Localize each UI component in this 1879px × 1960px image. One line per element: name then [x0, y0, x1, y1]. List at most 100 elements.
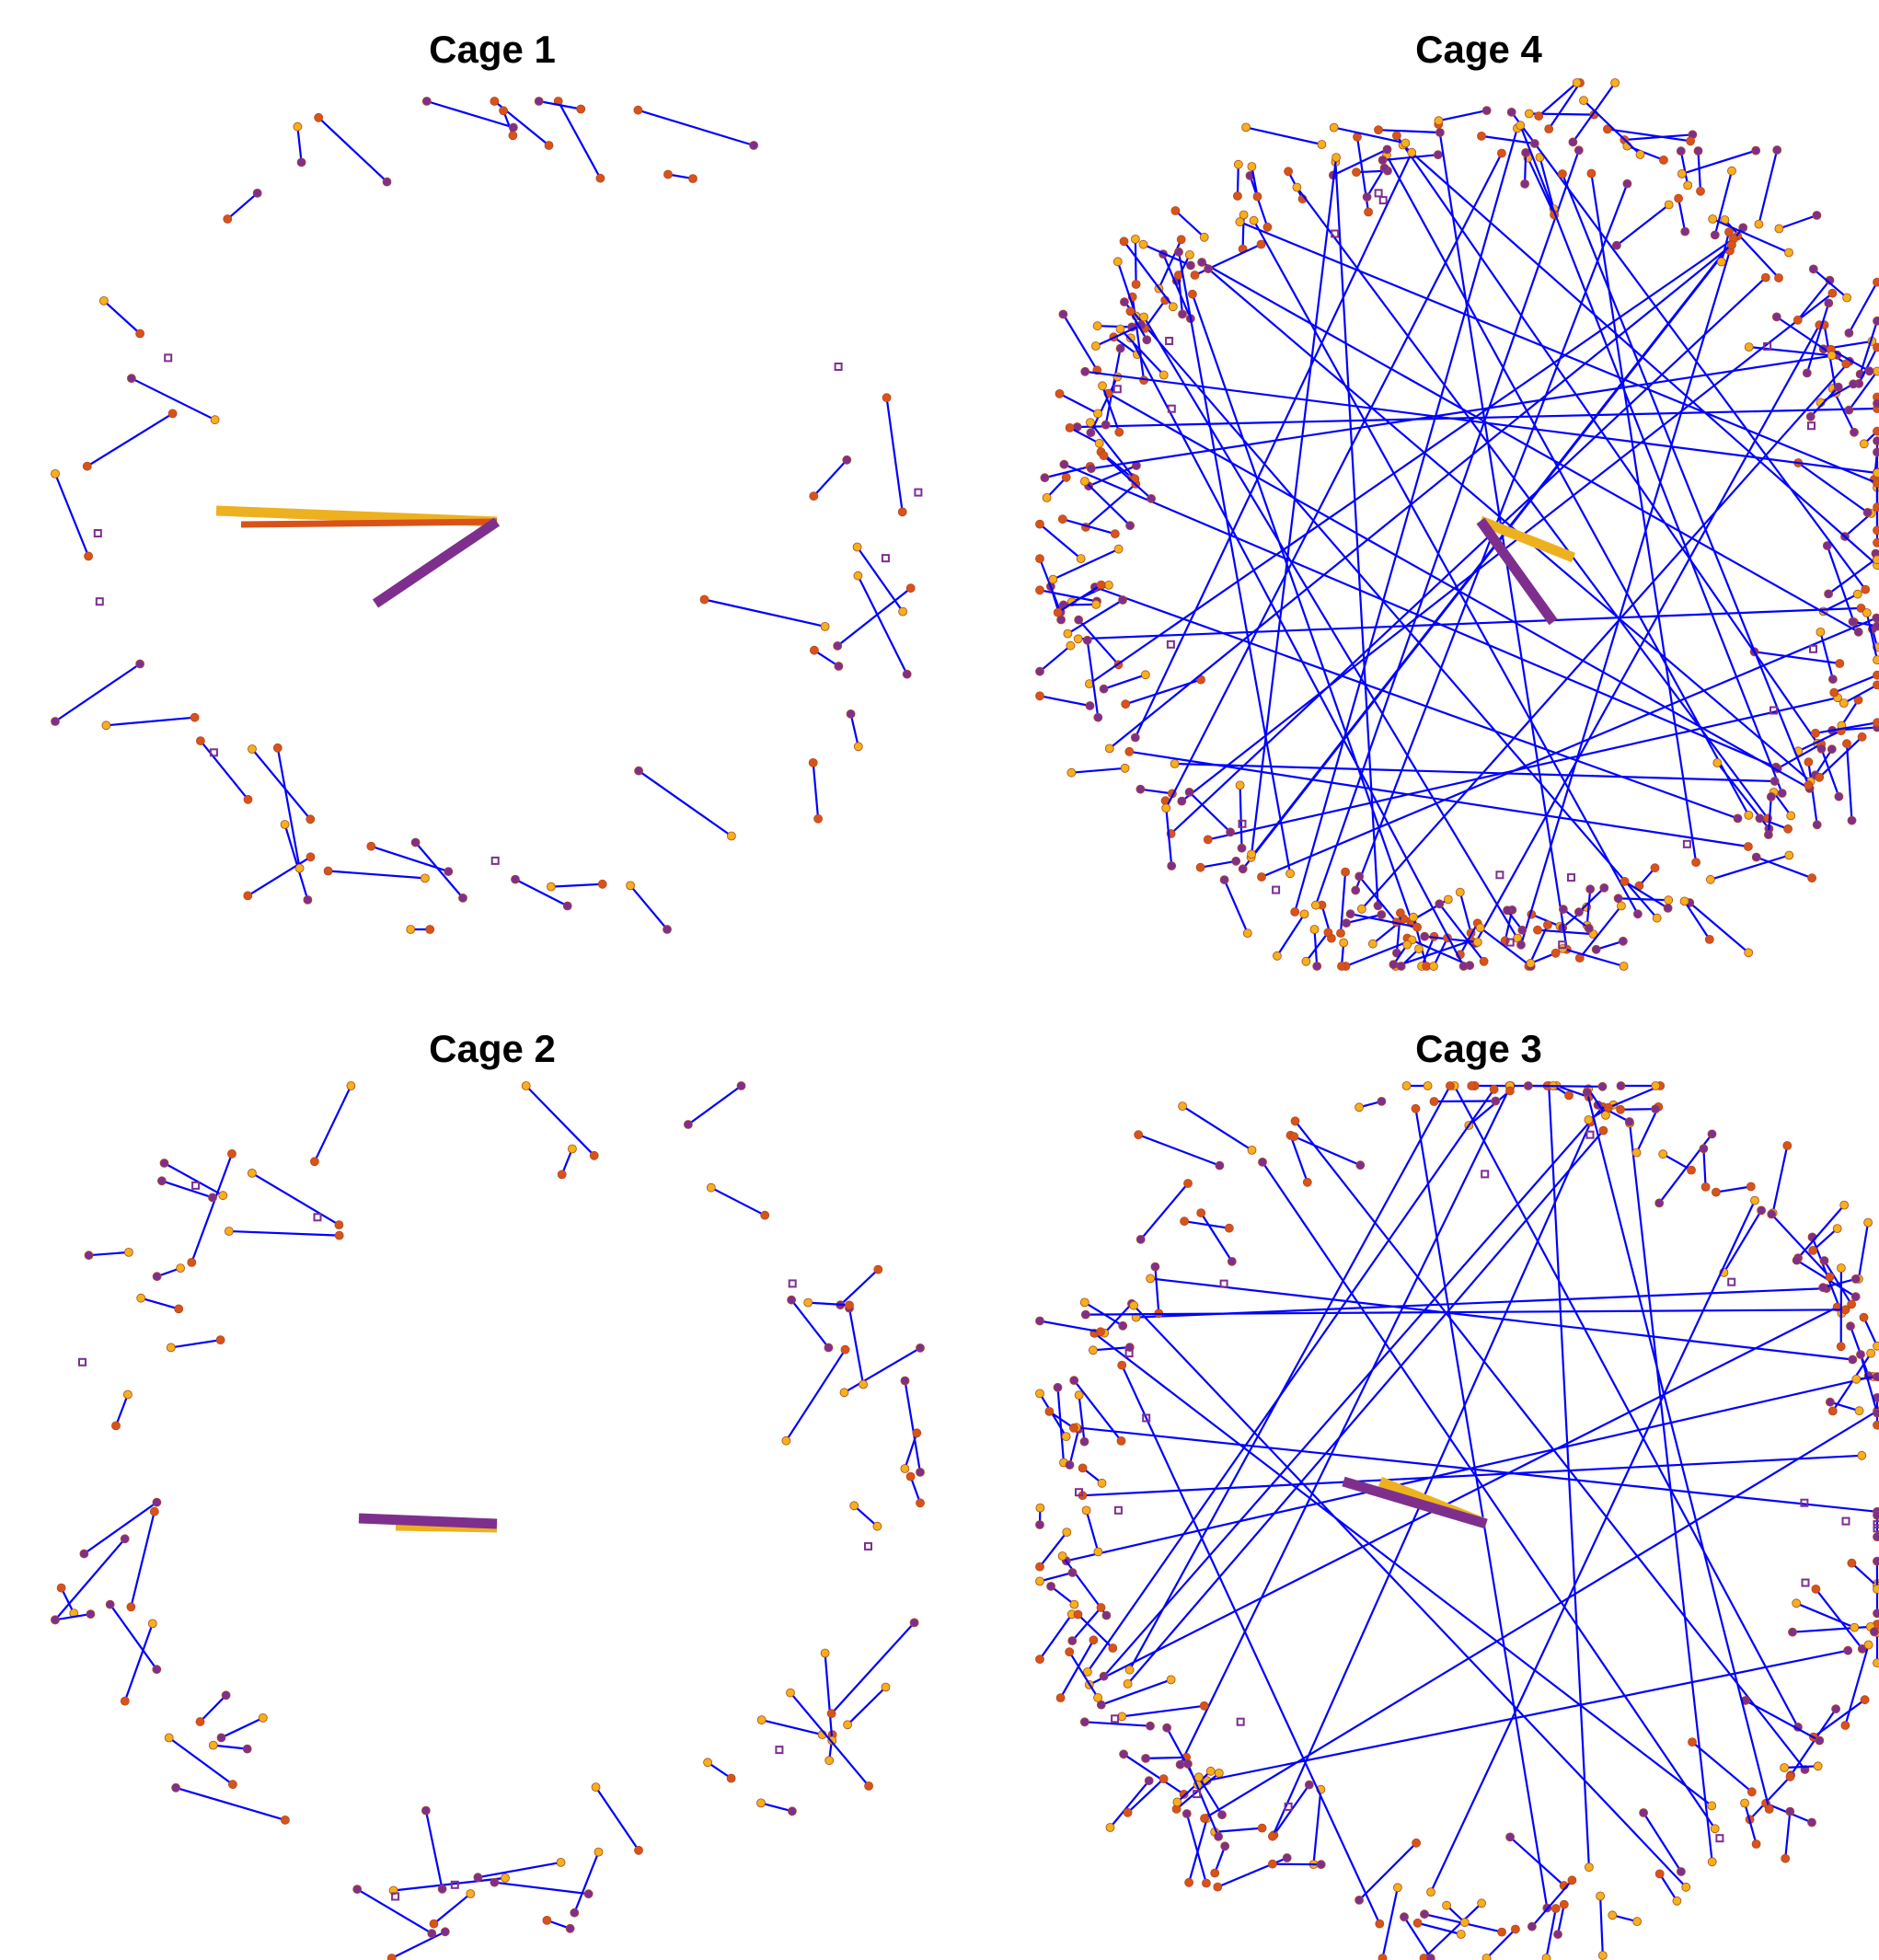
track-segment	[843, 1346, 921, 1394]
track-marker	[1804, 780, 1814, 790]
track-marker	[1873, 718, 1879, 728]
track-marker	[1282, 1853, 1292, 1862]
track-segment	[1143, 243, 1192, 267]
isolated-marker	[164, 353, 173, 363]
track-marker	[1311, 900, 1320, 910]
isolated-marker	[1167, 404, 1176, 413]
track-segment	[1181, 292, 1834, 802]
track-marker	[111, 1421, 121, 1431]
track-marker	[1309, 925, 1320, 934]
track-marker	[1873, 478, 1879, 488]
track-marker	[1706, 874, 1715, 884]
track-marker	[1481, 1954, 1492, 1960]
isolated-marker	[1873, 1524, 1879, 1533]
track-segment	[1089, 1306, 1839, 1686]
track-marker	[466, 1889, 476, 1898]
track-segment	[1102, 1106, 1604, 1678]
track-marker	[1069, 1599, 1079, 1609]
track-marker	[1134, 1130, 1144, 1140]
track-segment	[130, 1511, 156, 1608]
track-marker	[1125, 521, 1135, 531]
track-segment	[1624, 880, 1669, 909]
track-marker	[1873, 555, 1879, 565]
track-segment	[494, 1881, 589, 1896]
track-segment	[1620, 1108, 1656, 1111]
track-segment	[1039, 589, 1098, 603]
isolated-marker	[1801, 1578, 1810, 1587]
track-marker	[1517, 925, 1527, 935]
track-marker	[1183, 1179, 1193, 1188]
track-segment	[1485, 1928, 1516, 1959]
track-segment	[1066, 599, 1124, 635]
track-marker	[1086, 428, 1096, 438]
track-segment	[1583, 99, 1642, 156]
track-segment	[1813, 268, 1848, 299]
track-marker	[663, 925, 672, 934]
track-marker	[1241, 122, 1251, 133]
track-segment	[1314, 149, 1580, 906]
track-marker	[1852, 589, 1862, 599]
track-marker	[1174, 247, 1183, 257]
track-segment	[904, 1380, 922, 1473]
track-marker	[1147, 494, 1156, 503]
track-marker	[1774, 224, 1784, 234]
track-marker	[1863, 1640, 1873, 1650]
track-marker	[1710, 1824, 1720, 1834]
track-marker	[1572, 78, 1582, 87]
track-segment	[391, 1931, 446, 1959]
track-marker	[1213, 1882, 1223, 1892]
track-segment	[1815, 1588, 1863, 1650]
track-marker	[1046, 1582, 1055, 1591]
track-marker	[1873, 680, 1879, 690]
track-segment	[1361, 360, 1850, 910]
track-marker	[1755, 813, 1765, 824]
track-marker	[1533, 925, 1542, 935]
track-marker	[1822, 541, 1832, 550]
track-marker	[897, 507, 907, 517]
track-segment	[1215, 1827, 1262, 1833]
isolated-marker	[95, 597, 104, 606]
track-segment	[1712, 217, 1790, 254]
track-segment	[1058, 392, 1099, 415]
track-marker	[1553, 1930, 1562, 1940]
track-marker	[1247, 162, 1257, 171]
track-marker	[1847, 1299, 1856, 1309]
track-segment	[1820, 748, 1840, 798]
track-marker	[221, 1690, 231, 1701]
track-marker	[1035, 1503, 1045, 1513]
track-marker	[1061, 472, 1071, 482]
track-segment	[1381, 1887, 1399, 1959]
track-segment	[1039, 523, 1082, 559]
track-marker	[1610, 78, 1620, 87]
track-marker	[1089, 1345, 1098, 1355]
track-marker	[1873, 670, 1879, 680]
track-segment	[1103, 1303, 1133, 1334]
track-segment	[813, 459, 848, 497]
track-marker	[1873, 426, 1879, 436]
isolated-marker	[775, 1746, 784, 1755]
track-marker	[406, 925, 416, 934]
track-marker	[1096, 1700, 1106, 1710]
track-segment	[1069, 426, 1101, 444]
track-segment	[1417, 1921, 1462, 1936]
track-marker	[1099, 684, 1109, 694]
track-segment	[1538, 82, 1578, 117]
track-marker	[1784, 850, 1794, 860]
track-marker	[1200, 1814, 1209, 1823]
track-marker	[594, 1847, 604, 1857]
track-marker	[1672, 1896, 1682, 1906]
isolated-marker	[914, 488, 923, 497]
track-marker	[1707, 1801, 1717, 1811]
track-segment	[1085, 1309, 1846, 1316]
track-marker	[1059, 459, 1069, 469]
track-marker	[152, 1272, 162, 1282]
track-segment	[283, 824, 309, 901]
track-marker	[1601, 1111, 1610, 1120]
track-segment	[1200, 1212, 1233, 1262]
track-segment	[1585, 1091, 1770, 1810]
track-marker	[1733, 813, 1743, 824]
track-marker	[1035, 554, 1044, 563]
track-marker	[1839, 1200, 1850, 1210]
track-marker	[1744, 842, 1753, 851]
track-segment	[140, 1297, 179, 1310]
